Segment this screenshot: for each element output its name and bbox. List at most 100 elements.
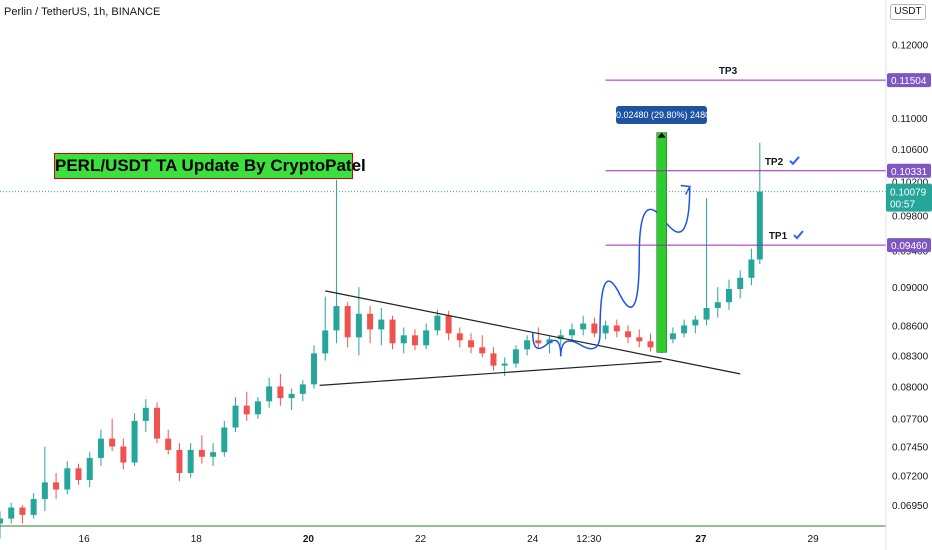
candle-body: [434, 315, 441, 331]
candle-body: [333, 306, 340, 331]
time-tick-label: 18: [191, 534, 203, 545]
candle-body: [681, 325, 688, 334]
current-price-value: 0.10079: [890, 188, 927, 199]
check-icon: [793, 230, 804, 240]
candle-body: [232, 405, 239, 428]
measure-bar: [656, 132, 667, 353]
candle-body: [580, 323, 587, 330]
time-tick-label: 27: [695, 534, 707, 545]
current-price-tag: [886, 183, 932, 212]
candle-body: [725, 288, 732, 303]
target-price-tag: [887, 238, 931, 253]
candle-body: [344, 306, 351, 338]
candle-body: [669, 333, 676, 340]
candle-body: [468, 340, 475, 348]
candle-body: [254, 401, 261, 415]
candle-body: [210, 452, 217, 457]
candle-body: [142, 407, 149, 421]
candle-body: [176, 449, 183, 473]
candle-body: [243, 405, 250, 415]
candle-body: [8, 507, 15, 519]
candle-body: [165, 438, 172, 450]
price-tick-label: 0.09000: [892, 283, 929, 294]
time-tick-label: 16: [79, 534, 91, 545]
candle-body: [411, 335, 418, 346]
candle-body: [490, 353, 497, 366]
candle-body: [423, 330, 430, 346]
candle-body: [546, 339, 553, 344]
candle-body: [636, 337, 643, 342]
candle-body: [221, 427, 228, 453]
price-tick-label: 0.07200: [892, 471, 929, 482]
price-tick-label: 0.11000: [892, 114, 928, 125]
candle-body: [400, 335, 407, 344]
currency-button[interactable]: USDT: [890, 4, 926, 20]
target-price-label: 0.11504: [891, 76, 927, 87]
candle-body: [367, 313, 374, 330]
candle-body: [86, 457, 93, 481]
candle-body: [311, 353, 318, 385]
target-price-label: 0.10331: [891, 167, 928, 178]
target-price-tag: [887, 73, 931, 88]
annotation-title: PERL/USDT TA Update By CryptoPatel: [54, 153, 366, 179]
current-price-countdown: 00:57: [890, 200, 915, 211]
candle-body: [97, 438, 104, 458]
drawings: TP3 TP2 TP1: [0, 66, 886, 386]
candle-body: [0, 518, 3, 524]
candle-body: [602, 325, 609, 334]
candle-body: [456, 333, 463, 341]
candle-body: [109, 438, 116, 447]
price-tick-label: 0.07450: [892, 443, 929, 454]
candle-body: [266, 386, 273, 402]
candle-body: [501, 363, 508, 366]
price-tick-label: 0.08600: [892, 321, 929, 332]
candle-body: [557, 335, 564, 340]
candle-body: [131, 420, 138, 463]
candle-body: [445, 315, 452, 334]
candle-body: [120, 446, 127, 463]
candle-body: [389, 319, 396, 344]
candle-body: [703, 307, 710, 320]
candle-body: [355, 313, 362, 338]
price-tick-label: 0.07700: [892, 415, 929, 426]
candle-body: [64, 468, 71, 490]
target-price-label: 0.09460: [891, 241, 928, 252]
candle-body: [41, 482, 48, 500]
target-name-tp2: TP2: [765, 157, 784, 168]
time-tick-label: 24: [527, 534, 539, 545]
candle-body: [53, 482, 60, 490]
candle-body: [692, 319, 699, 326]
price-tick-label: 0.09800: [892, 211, 929, 222]
candle-body: [714, 302, 721, 308]
candle-body: [154, 407, 161, 439]
candle-body: [524, 340, 531, 350]
candle-body: [625, 331, 632, 338]
candle-body: [512, 349, 519, 364]
candle-body: [75, 468, 82, 481]
candle-body: [299, 384, 306, 394]
check-icon: [789, 156, 800, 166]
candles: [0, 142, 763, 539]
candle-body: [30, 499, 37, 515]
price-tick-label: 0.08300: [892, 351, 929, 362]
candle-body: [322, 330, 329, 354]
candle-body: [613, 325, 620, 332]
cup-arrowhead: [680, 184, 691, 195]
time-tick-label: 12:30: [576, 534, 601, 545]
time-axis: 16 18 20 22 24 12:30 27 29: [79, 534, 820, 545]
candle-body: [748, 259, 755, 278]
time-tick-label: 29: [808, 534, 820, 545]
candle-body: [378, 319, 385, 330]
target-name-tp1: TP1: [769, 231, 788, 242]
candle-body: [479, 347, 486, 354]
time-tick-label: 22: [415, 534, 427, 545]
candle-body: [288, 393, 295, 399]
candle-body: [647, 341, 654, 348]
measure-arrowhead: [657, 132, 666, 138]
time-tick-label: 20: [303, 534, 315, 545]
candle-body: [756, 191, 763, 260]
triangle-lower-line: [319, 360, 662, 386]
price-tick-label: 0.06950: [892, 501, 929, 512]
